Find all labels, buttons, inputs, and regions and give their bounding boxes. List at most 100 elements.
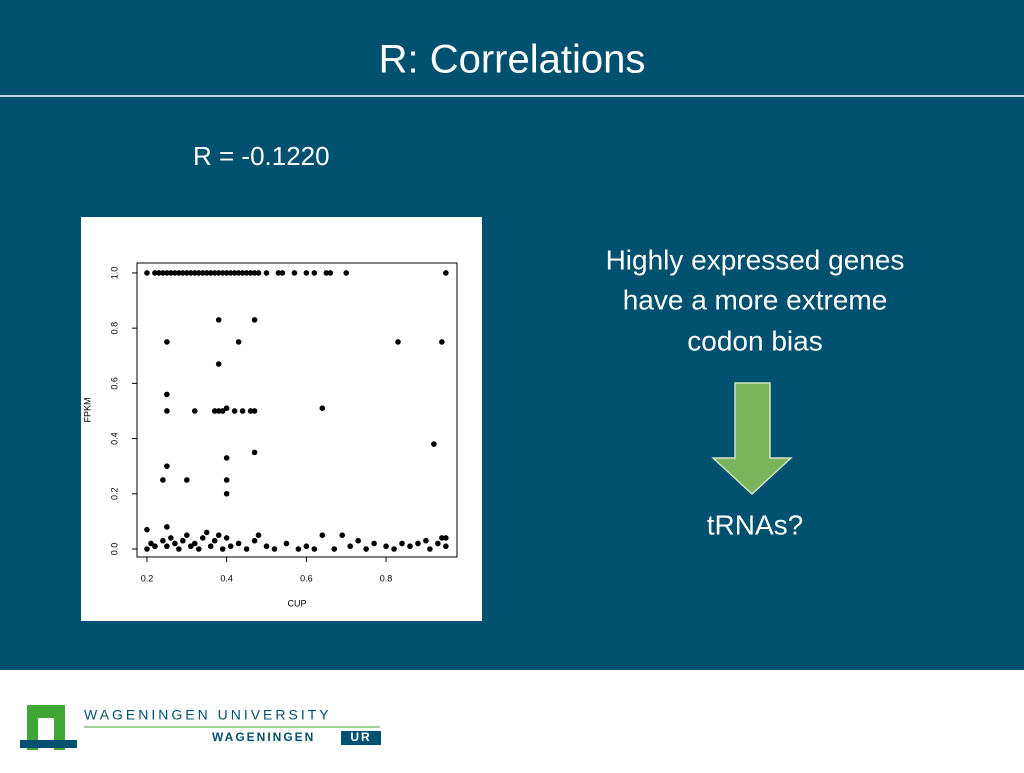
- point: [291, 270, 298, 276]
- body-text: Highly expressed genes: [606, 244, 905, 275]
- point: [251, 408, 258, 414]
- point: [247, 408, 254, 414]
- logo-text: WAGENINGEN UNIVERSITY: [84, 707, 332, 723]
- point: [172, 270, 178, 276]
- title: R: Correlations: [379, 38, 646, 82]
- point: [439, 535, 445, 541]
- point: [144, 270, 150, 276]
- point: [215, 270, 222, 276]
- point: [164, 391, 170, 398]
- point: [180, 270, 186, 276]
- point: [407, 543, 413, 550]
- point: [219, 546, 226, 552]
- point: [383, 543, 389, 550]
- point: [195, 546, 202, 552]
- point: [231, 270, 238, 276]
- y-axis-label: FPKM: [82, 397, 92, 422]
- point: [215, 408, 222, 414]
- point: [223, 490, 230, 497]
- body-text: have a more extreme: [623, 284, 888, 315]
- point: [251, 449, 258, 456]
- point: [203, 529, 210, 536]
- point: [247, 270, 254, 276]
- point: [160, 477, 166, 483]
- point: [231, 408, 238, 414]
- point: [371, 540, 377, 547]
- point: [431, 441, 437, 447]
- point: [191, 270, 198, 276]
- point: [211, 537, 218, 544]
- point: [184, 532, 190, 538]
- point: [319, 532, 326, 538]
- point: [347, 543, 354, 550]
- point: [180, 537, 186, 544]
- point: [443, 270, 449, 276]
- point: [160, 270, 166, 276]
- point: [355, 537, 361, 544]
- point: [144, 526, 150, 533]
- point: [191, 540, 198, 547]
- point: [439, 339, 445, 345]
- y-tick-label: 0.2: [109, 488, 119, 501]
- point: [215, 532, 222, 538]
- chart-panel: [81, 217, 482, 621]
- y-tick-label: 1.0: [109, 267, 119, 280]
- point: [207, 270, 214, 276]
- point: [327, 270, 334, 276]
- point: [184, 477, 190, 483]
- point: [363, 546, 369, 552]
- point: [211, 408, 218, 414]
- point: [427, 546, 433, 552]
- point: [235, 339, 242, 345]
- point: [275, 270, 282, 276]
- point: [168, 535, 174, 541]
- point: [435, 540, 441, 547]
- point: [223, 405, 230, 412]
- point: [219, 408, 226, 414]
- point: [227, 543, 234, 550]
- point: [227, 270, 234, 276]
- point: [164, 524, 170, 530]
- plot-frame: [136, 262, 458, 558]
- point: [243, 270, 250, 276]
- point: [164, 270, 170, 276]
- point: [219, 270, 226, 276]
- point: [223, 477, 230, 483]
- point: [251, 537, 258, 544]
- point: [215, 317, 222, 323]
- arrow: [711, 382, 793, 496]
- point: [172, 540, 178, 547]
- point: [156, 270, 162, 276]
- y-tick-label: 0.6: [109, 377, 119, 390]
- point: [343, 270, 350, 276]
- point: [187, 543, 194, 550]
- point: [319, 405, 326, 412]
- point: [152, 543, 158, 550]
- point: [243, 546, 250, 552]
- point: [164, 339, 170, 345]
- point: [395, 339, 401, 345]
- body-text: tRNAs?: [707, 509, 803, 540]
- logo-badge: [341, 731, 381, 745]
- x-tick-label: 0.8: [380, 573, 393, 583]
- point: [199, 535, 206, 541]
- point: [415, 540, 421, 547]
- point: [176, 270, 182, 276]
- point: [339, 532, 346, 538]
- point: [191, 408, 198, 414]
- y-tick-label: 0.4: [109, 432, 119, 445]
- point: [239, 270, 246, 276]
- point: [211, 270, 218, 276]
- point: [207, 543, 214, 550]
- point: [176, 546, 182, 552]
- point: [168, 270, 174, 276]
- point: [223, 535, 230, 541]
- point: [391, 546, 397, 552]
- point: [311, 270, 318, 276]
- point: [223, 455, 230, 461]
- point: [187, 270, 194, 276]
- point: [279, 270, 286, 276]
- point: [195, 270, 202, 276]
- x-tick-label: 0.2: [141, 573, 154, 583]
